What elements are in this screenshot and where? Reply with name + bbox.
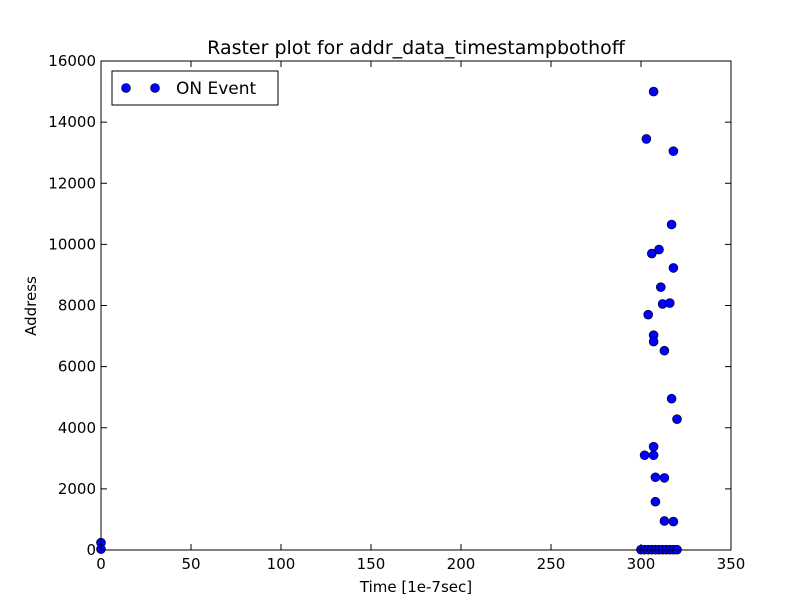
y-axis-label: Address — [22, 276, 40, 336]
legend-label: ON Event — [176, 79, 257, 99]
y-tick-label: 12000 — [48, 174, 96, 192]
data-point — [648, 450, 659, 461]
plot-area-frame — [100, 60, 732, 551]
data-point — [668, 263, 679, 273]
x-tick-label: 100 — [267, 555, 296, 573]
data-point — [654, 244, 664, 255]
axis-ticks: 0 50 100 150 200 250 300 350 0 2000 4000 6000 8000 10… — [48, 52, 745, 573]
data-point — [646, 248, 657, 259]
x-tick-label: 300 — [627, 555, 656, 573]
x-tick-label: 150 — [357, 555, 386, 573]
x-tick-label: 350 — [717, 555, 746, 573]
y-tick-label: 0 — [86, 541, 96, 559]
data-point — [648, 336, 659, 347]
data-point — [648, 441, 659, 452]
x-axis-label: Time [1e-7sec] — [359, 578, 472, 596]
data-point — [659, 345, 670, 356]
data-point — [641, 134, 652, 144]
data-point — [668, 146, 679, 156]
legend-marker-icon — [121, 83, 131, 93]
y-tick-label: 2000 — [58, 480, 96, 498]
x-tick-label: 200 — [447, 555, 476, 573]
legend: ON Event — [111, 70, 279, 106]
data-point — [648, 86, 659, 97]
data-point — [643, 309, 654, 320]
data-point — [659, 516, 670, 526]
data-point — [666, 393, 677, 404]
chart-title: Raster plot for addr_data_timestampbotho… — [207, 37, 626, 59]
data-point — [659, 473, 670, 483]
y-tick-label: 10000 — [48, 235, 96, 253]
x-tick-label: 250 — [537, 555, 566, 573]
y-tick-label: 14000 — [48, 113, 96, 131]
x-tick-label: 0 — [96, 555, 106, 573]
data-point — [666, 219, 677, 230]
y-tick-label: 6000 — [58, 358, 96, 376]
data-point — [664, 298, 675, 308]
legend-marker-icon — [150, 83, 160, 93]
data-point — [650, 472, 661, 483]
y-tick-label: 4000 — [58, 419, 96, 437]
data-point — [639, 450, 650, 461]
x-tick-label: 50 — [181, 555, 200, 573]
y-tick-label: 8000 — [58, 297, 96, 315]
data-point — [672, 414, 682, 424]
legend-box — [111, 70, 279, 106]
data-point — [655, 282, 666, 292]
y-tick-label: 16000 — [48, 52, 96, 70]
data-point — [650, 496, 661, 507]
data-point — [668, 516, 679, 527]
